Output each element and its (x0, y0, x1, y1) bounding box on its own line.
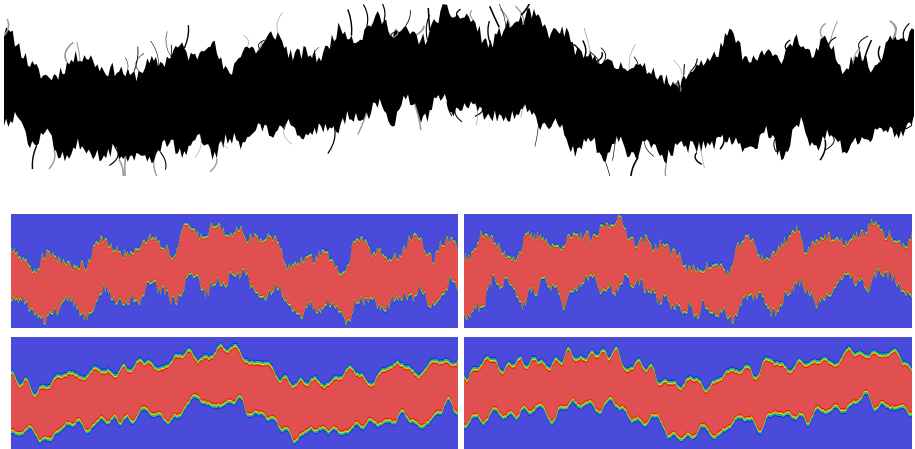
filament-wisp (327, 125, 336, 154)
filament-wisp (824, 134, 835, 151)
filament-wisp (673, 59, 683, 81)
filament-wisp (4, 18, 10, 37)
filament-wisp (64, 41, 74, 63)
filament-wisp (514, 5, 525, 26)
filament-wisp (900, 121, 913, 131)
filament-wisp (902, 22, 910, 42)
filament-wisp (600, 47, 607, 63)
filament-wisp (784, 39, 791, 50)
filament-wisp (425, 14, 431, 41)
filament-wisp (312, 46, 319, 59)
filament-wisp (698, 142, 705, 169)
filament-wisp (150, 40, 159, 68)
bottom-left-contour-panel (11, 337, 458, 449)
filament-wisp (276, 12, 283, 37)
contour-level-6 (11, 224, 458, 324)
filament-wisp (633, 56, 639, 66)
filament-wisp (773, 138, 777, 153)
mid-right-contour-image (464, 214, 912, 328)
filament-wisp (677, 80, 681, 92)
filament-wisp (589, 51, 600, 65)
filament-wisp (257, 39, 265, 50)
filament-wisp (455, 8, 461, 20)
filament-wisp (209, 158, 218, 173)
filament-wisp (877, 45, 883, 63)
filament-wisp (31, 145, 38, 170)
filament-wisp (416, 25, 425, 36)
mid-right-contour-panel (464, 214, 912, 328)
top-silhouette-image (4, 4, 914, 176)
contour-level-6 (11, 348, 458, 440)
filament-wisp (630, 156, 639, 176)
filament-wisp (889, 20, 897, 41)
filament-wisp (863, 39, 873, 61)
filament-wisp (427, 7, 431, 31)
filament-wisp (165, 31, 172, 58)
filament-wisp (683, 64, 686, 76)
contour-level-6 (464, 350, 912, 437)
filament-wisp (612, 135, 617, 161)
filament-wisp (474, 107, 484, 117)
mid-left-contour-image (11, 214, 458, 328)
filament-wisp (605, 161, 611, 176)
bottom-right-contour-panel (464, 337, 912, 449)
filament-wisp (390, 30, 398, 39)
filament-wisp (135, 53, 145, 71)
filament-wisp (76, 41, 81, 61)
filament-wisp (828, 36, 837, 51)
filament-wisp (362, 4, 369, 27)
filament-wisp (719, 133, 725, 150)
filament-wisp (628, 43, 636, 70)
filament-wisp (582, 40, 587, 60)
filament-wisp (520, 4, 531, 16)
filament-wisp (828, 21, 838, 46)
filament-wisp (487, 20, 494, 49)
filament-wisp (858, 35, 869, 50)
filament-wisp (474, 103, 478, 126)
filament-wisp (413, 103, 422, 131)
filament-wisp (573, 43, 579, 57)
filament-wisp (596, 51, 604, 63)
filament-wisp (583, 27, 591, 52)
filament-wisp (644, 141, 655, 157)
filament-wisp (694, 152, 703, 166)
filament-wisp (664, 164, 668, 176)
filament-wisp (283, 123, 293, 145)
filament-wisp (243, 34, 250, 47)
filament-wisp (48, 149, 56, 170)
filament-wisp (381, 4, 386, 21)
filament-wisp (819, 22, 827, 39)
filament-wisp (405, 9, 411, 26)
filament-wisp (220, 140, 229, 149)
filament-wisp (499, 8, 511, 28)
filament-wisp (133, 46, 139, 71)
mid-left-contour-panel (11, 214, 458, 328)
bottom-right-contour-image (464, 337, 912, 449)
filament-wisp (347, 9, 353, 36)
top-silhouette-panel (4, 4, 914, 176)
filament-wisp (357, 112, 368, 135)
filament-wisp (689, 58, 698, 73)
filament-wisp (153, 161, 158, 176)
filament-wisp (520, 104, 526, 118)
filament-wisp (124, 57, 129, 69)
filament-wisp (469, 9, 474, 20)
filament-wisp (446, 101, 453, 117)
filament-wisp (194, 133, 202, 158)
bottom-left-contour-image (11, 337, 458, 449)
filament-wisp (109, 146, 119, 166)
filament-wisp (488, 5, 500, 28)
filament-wisp (498, 4, 506, 27)
contour-level-6 (464, 217, 912, 322)
filament-wisp (159, 151, 167, 170)
filament-wisp (118, 159, 125, 176)
filament-wisp (123, 155, 127, 176)
mixing-layer-region (4, 4, 914, 165)
filament-wisp (183, 25, 190, 49)
filament-wisp (454, 107, 463, 123)
filament-wisp (392, 28, 399, 39)
filament-wisp (534, 126, 539, 147)
